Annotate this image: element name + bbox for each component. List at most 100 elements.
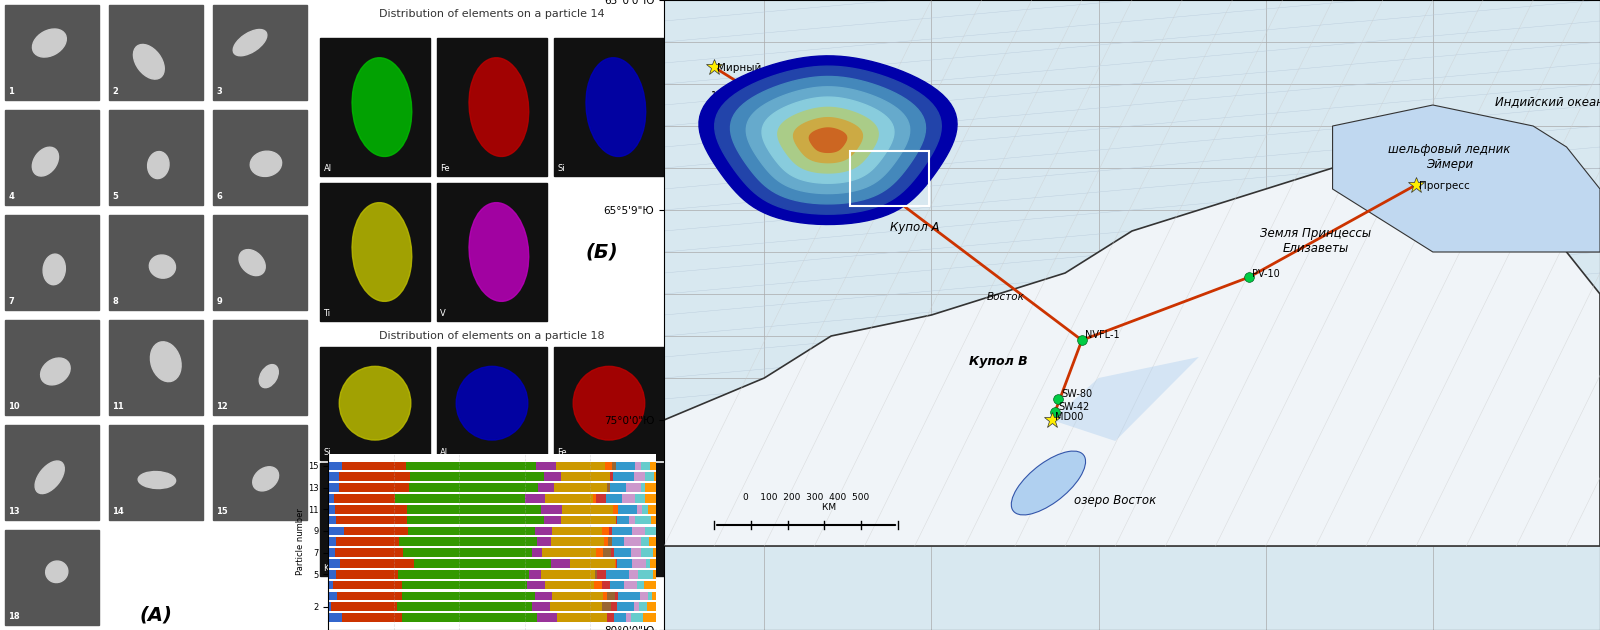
Ellipse shape: [35, 461, 64, 494]
Bar: [557, 614, 608, 622]
Text: Si: Si: [323, 448, 331, 457]
Bar: [5, 5, 99, 100]
Bar: [328, 505, 334, 513]
Bar: [629, 570, 638, 578]
Bar: [632, 527, 645, 536]
Bar: [640, 462, 650, 470]
Ellipse shape: [339, 367, 411, 440]
Bar: [557, 462, 605, 470]
Text: 3: 3: [216, 86, 222, 96]
Bar: [550, 602, 602, 611]
Bar: [635, 516, 651, 524]
Bar: [402, 614, 538, 622]
Text: 0    100  200  300  400  500
                КМ: 0 100 200 300 400 500 КМ: [742, 493, 869, 512]
Bar: [603, 592, 608, 600]
Polygon shape: [746, 87, 910, 193]
Text: Восток: Восток: [987, 292, 1026, 302]
Ellipse shape: [234, 30, 267, 56]
Bar: [342, 462, 406, 470]
Bar: [618, 592, 640, 600]
Y-axis label: Particle number: Particle number: [296, 508, 306, 575]
Ellipse shape: [133, 45, 165, 79]
Bar: [414, 559, 552, 568]
Bar: [640, 537, 650, 546]
Bar: [5, 425, 99, 520]
Ellipse shape: [32, 29, 66, 57]
Bar: [645, 483, 656, 492]
Bar: [630, 614, 643, 622]
Text: Купол А: Купол А: [890, 221, 939, 234]
Bar: [5, 320, 99, 415]
Bar: [328, 527, 344, 536]
Bar: [606, 483, 610, 492]
Text: Mg: Mg: [440, 564, 453, 573]
Ellipse shape: [352, 58, 411, 156]
Bar: [618, 602, 634, 611]
Bar: [536, 537, 550, 546]
Bar: [538, 614, 557, 622]
Bar: [648, 592, 653, 600]
Bar: [597, 548, 603, 557]
Bar: [653, 548, 656, 557]
Text: 11: 11: [112, 401, 125, 411]
Polygon shape: [778, 107, 878, 173]
Bar: [544, 472, 562, 481]
Bar: [614, 592, 618, 600]
Bar: [650, 462, 656, 470]
Polygon shape: [762, 97, 894, 183]
Text: 10: 10: [8, 401, 19, 411]
Ellipse shape: [46, 561, 67, 583]
Bar: [594, 494, 597, 503]
Bar: [608, 537, 611, 546]
Bar: [328, 559, 339, 568]
Bar: [611, 602, 618, 611]
Bar: [562, 505, 613, 513]
Bar: [635, 494, 645, 503]
Bar: [109, 320, 203, 415]
Bar: [541, 570, 595, 578]
Ellipse shape: [586, 58, 646, 156]
Text: SW-42: SW-42: [1059, 401, 1090, 411]
Bar: [5, 215, 99, 310]
Text: 5: 5: [112, 192, 118, 200]
Text: K: K: [323, 564, 330, 573]
Bar: [603, 537, 608, 546]
Bar: [534, 592, 552, 600]
Bar: [437, 183, 547, 321]
Bar: [653, 592, 656, 600]
Text: Fe: Fe: [557, 448, 566, 457]
Bar: [618, 559, 632, 568]
Bar: [536, 462, 557, 470]
Bar: [638, 570, 653, 578]
Bar: [618, 505, 637, 513]
Bar: [605, 462, 611, 470]
Text: Мирный: Мирный: [717, 64, 762, 74]
Ellipse shape: [573, 483, 645, 557]
Text: 14: 14: [112, 507, 125, 515]
Bar: [634, 472, 645, 481]
Bar: [634, 602, 638, 611]
Text: 7: 7: [8, 297, 14, 306]
Bar: [328, 483, 339, 492]
Bar: [626, 483, 640, 492]
Ellipse shape: [147, 152, 170, 178]
Text: 105km: 105km: [710, 91, 744, 101]
Bar: [410, 472, 544, 481]
Bar: [616, 462, 635, 470]
Bar: [437, 463, 547, 576]
Bar: [618, 516, 629, 524]
Bar: [603, 548, 611, 557]
Ellipse shape: [40, 358, 70, 385]
Bar: [645, 581, 656, 590]
Ellipse shape: [469, 203, 528, 301]
Bar: [550, 537, 603, 546]
Text: Na: Na: [557, 564, 570, 573]
Bar: [650, 559, 656, 568]
Bar: [342, 614, 402, 622]
Bar: [597, 570, 606, 578]
Bar: [611, 462, 616, 470]
Text: Distribution of elements on a particle 14: Distribution of elements on a particle 1…: [379, 9, 605, 20]
Bar: [629, 516, 635, 524]
Text: 6: 6: [216, 192, 222, 200]
Bar: [530, 570, 541, 578]
